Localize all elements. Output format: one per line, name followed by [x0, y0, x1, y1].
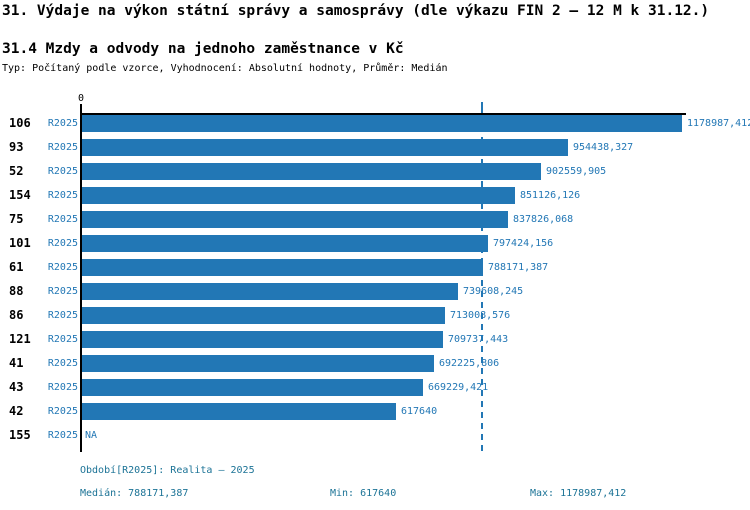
series-period-label: R2025: [47, 334, 78, 345]
series-period-label: R2025: [47, 430, 78, 441]
value-label: 954438,327: [573, 142, 634, 153]
value-label: 617640: [401, 406, 438, 417]
footer-median: Medián: 788171,387: [80, 488, 189, 499]
series-period-label: R2025: [47, 358, 78, 369]
category-label: 106: [9, 116, 31, 130]
series-period-label: R2025: [47, 238, 78, 249]
value-label: 709737,443: [448, 334, 509, 345]
page-title: 31. Výdaje na výkon státní správy a samo…: [2, 3, 710, 19]
category-label: 93: [9, 140, 24, 154]
chart-meta: Typ: Počítaný podle vzorce, Vyhodnocení:…: [2, 63, 448, 74]
category-label: 154: [9, 188, 31, 202]
value-bar: [82, 283, 458, 300]
value-label: 837826,068: [513, 214, 574, 225]
page-subtitle: 31.4 Mzdy a odvody na jednoho zaměstnanc…: [2, 41, 404, 57]
value-label: 851126,126: [520, 190, 581, 201]
footer-max: Max: 1178987,412: [530, 488, 627, 499]
value-bar: [82, 403, 396, 420]
category-label: 75: [9, 212, 24, 226]
category-label: 52: [9, 164, 24, 178]
footer-period: Období[R2025]: Realita – 2025: [80, 465, 255, 476]
series-period-label: R2025: [47, 382, 78, 393]
median-tick: [481, 102, 483, 113]
value-label: 739608,245: [463, 286, 524, 297]
value-label: 1178987,412: [687, 118, 750, 129]
category-label: 88: [9, 284, 24, 298]
value-bar: [82, 331, 443, 348]
value-bar: [82, 235, 488, 252]
value-bar: [82, 163, 541, 180]
series-period-label: R2025: [47, 190, 78, 201]
y-axis-line: [80, 113, 82, 452]
value-bar: [82, 139, 568, 156]
value-bar: [82, 211, 508, 228]
value-label: 797424,156: [493, 238, 554, 249]
series-period-label: R2025: [47, 118, 78, 129]
na-label: NA: [85, 430, 98, 441]
series-period-label: R2025: [47, 262, 78, 273]
footer-min: Min: 617640: [330, 488, 397, 499]
value-bar: [82, 187, 515, 204]
category-label: 42: [9, 404, 24, 418]
value-bar: [82, 379, 423, 396]
x-axis-zero-tick: [80, 104, 82, 113]
value-bar: [82, 259, 483, 276]
category-label: 61: [9, 260, 24, 274]
value-label: 669229,421: [428, 382, 489, 393]
series-period-label: R2025: [47, 406, 78, 417]
median-line: [481, 115, 483, 452]
value-bar: [82, 355, 434, 372]
category-label: 101: [9, 236, 31, 250]
value-label: 788171,387: [488, 262, 549, 273]
category-label: 86: [9, 308, 24, 322]
series-period-label: R2025: [47, 286, 78, 297]
category-label: 155: [9, 428, 31, 442]
series-period-label: R2025: [47, 310, 78, 321]
value-label: 902559,905: [546, 166, 607, 177]
value-label: 713008,576: [450, 310, 511, 321]
value-bar: [82, 115, 682, 132]
series-period-label: R2025: [47, 214, 78, 225]
series-period-label: R2025: [47, 142, 78, 153]
category-label: 121: [9, 332, 31, 346]
value-bar: [82, 307, 445, 324]
category-label: 41: [9, 356, 24, 370]
x-axis-zero-label: 0: [77, 93, 85, 104]
series-period-label: R2025: [47, 166, 78, 177]
value-label: 692225,806: [439, 358, 500, 369]
category-label: 43: [9, 380, 24, 394]
x-axis-line: [80, 113, 686, 115]
